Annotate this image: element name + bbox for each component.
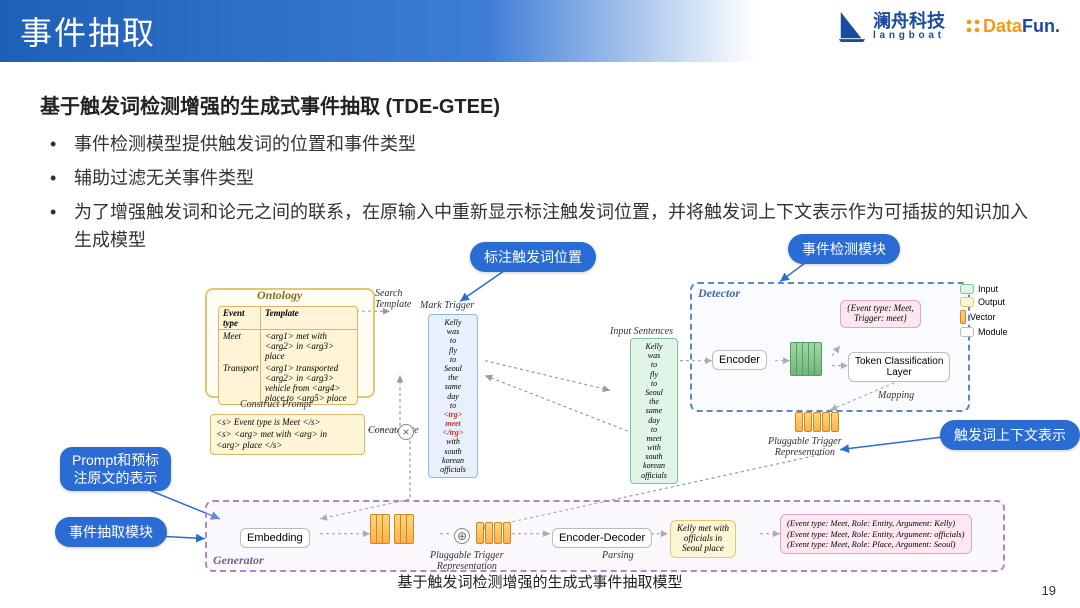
diagram-caption: 基于触发词检测增强的生成式事件抽取模型	[40, 571, 1040, 592]
parse-output: (Event type: Meet, Role: Entity, Argumen…	[780, 514, 972, 554]
search-label: Search Template	[375, 288, 411, 310]
input-sent-label: Input Sentences	[610, 326, 673, 337]
ontology-r2c1: Transport	[219, 362, 261, 404]
bullet-item: 事件检测模型提供触发词的位置和事件类型	[50, 131, 1040, 159]
header-logos: 澜舟科技 l a n g b o a t DataFun.	[837, 10, 1060, 42]
dots-icon	[965, 18, 983, 36]
callout-prompt-l2: 注原文的表示	[74, 470, 158, 486]
encdec-box: Encoder-Decoder	[552, 528, 652, 548]
subtitle: 基于触发词检测增强的生成式事件抽取 (TDE-GTEE)	[40, 90, 1040, 119]
content: 基于触发词检测增强的生成式事件抽取 (TDE-GTEE) 事件检测模型提供触发词…	[0, 62, 1080, 608]
callout-mark-trigger: 标注触发词位置	[470, 242, 596, 272]
langboat-logo: 澜舟科技 l a n g b o a t	[837, 10, 945, 42]
embedding-box: Embedding	[240, 528, 310, 548]
plug-vectors	[795, 412, 839, 432]
mark-trigger-label: Mark Trigger	[420, 300, 474, 311]
datafun-b: Fun.	[1022, 16, 1060, 36]
encoder-vectors	[790, 342, 822, 376]
ontology-r1c2: <arg1> met with <arg2> in <arg3> place	[261, 330, 357, 362]
input-sentence-box: Kelly was to fly to Seoul the same day t…	[630, 338, 678, 484]
callout-prompt: Prompt和预标 注原文的表示	[60, 447, 171, 491]
detector-label: Detector	[698, 286, 740, 301]
encoder-box: Encoder	[712, 350, 767, 370]
page-number: 19	[1042, 583, 1056, 598]
plugtrig2-label: Pluggable Trigger Representation	[430, 550, 504, 572]
sail-icon	[837, 10, 867, 42]
embed-vectors	[370, 514, 414, 544]
ontology-h2: Template	[261, 307, 357, 329]
legend-module: Module	[960, 327, 1008, 337]
ontology-table: Event typeTemplate Meet<arg1> met with <…	[218, 306, 358, 405]
callout-detector: 事件检测模块	[788, 234, 900, 264]
mapping-label: Mapping	[878, 390, 914, 401]
plug-vectors-2	[476, 522, 511, 544]
plus-operator: ⊕	[454, 528, 470, 544]
diagram: 标注触发词位置 事件检测模块 触发词上下文表示 Prompt和预标 注原文的表示…	[40, 242, 1040, 598]
ontology-r2c2: <arg1> transported <arg2> in <arg3> vehi…	[261, 362, 357, 404]
callout-trigger-context: 触发词上下文表示	[940, 420, 1080, 450]
prompt-box: <s> Event type is Meet </s> <s> <arg> me…	[210, 414, 365, 455]
gen-output: Kelly met with officials in Seoul place	[670, 520, 736, 558]
plugtrig-label: Pluggable Trigger Representation	[768, 436, 842, 458]
construct-label: Construct Prompt	[240, 399, 312, 410]
bullet-item: 辅助过滤无关事件类型	[50, 165, 1040, 193]
ontology-label: Ontology	[257, 288, 302, 303]
generator-label: Generator	[213, 553, 264, 568]
header: 事件抽取 澜舟科技 l a n g b o a t DataFun.	[0, 0, 1080, 62]
page-title: 事件抽取	[20, 8, 156, 54]
callout-generator: 事件抽取模块	[55, 517, 167, 547]
concat-operator: ×	[398, 424, 414, 440]
legend-output: Output	[960, 297, 1008, 307]
datafun-a: Data	[983, 16, 1022, 36]
parsing-label: Parsing	[602, 550, 634, 561]
legend-input: Input	[960, 284, 1008, 294]
langboat-sub: l a n g b o a t	[873, 30, 945, 41]
callout-prompt-l1: Prompt和预标	[72, 452, 159, 468]
legend: Input Output Vector Module	[960, 284, 1008, 340]
ontology-r1c1: Meet	[219, 330, 261, 362]
detect-output: {Event type: Meet, Trigger: meet}	[840, 300, 921, 328]
langboat-text: 澜舟科技	[873, 12, 945, 30]
ontology-h1: Event type	[219, 307, 261, 329]
token-class-box: Token Classification Layer	[848, 352, 950, 382]
detector-box: Detector	[690, 282, 970, 412]
mark-trigger-box: KellywastoflytoSeoulthesamedayto<trg>mee…	[428, 314, 478, 478]
datafun-logo: DataFun.	[965, 16, 1060, 37]
legend-vector: Vector	[960, 310, 1008, 324]
